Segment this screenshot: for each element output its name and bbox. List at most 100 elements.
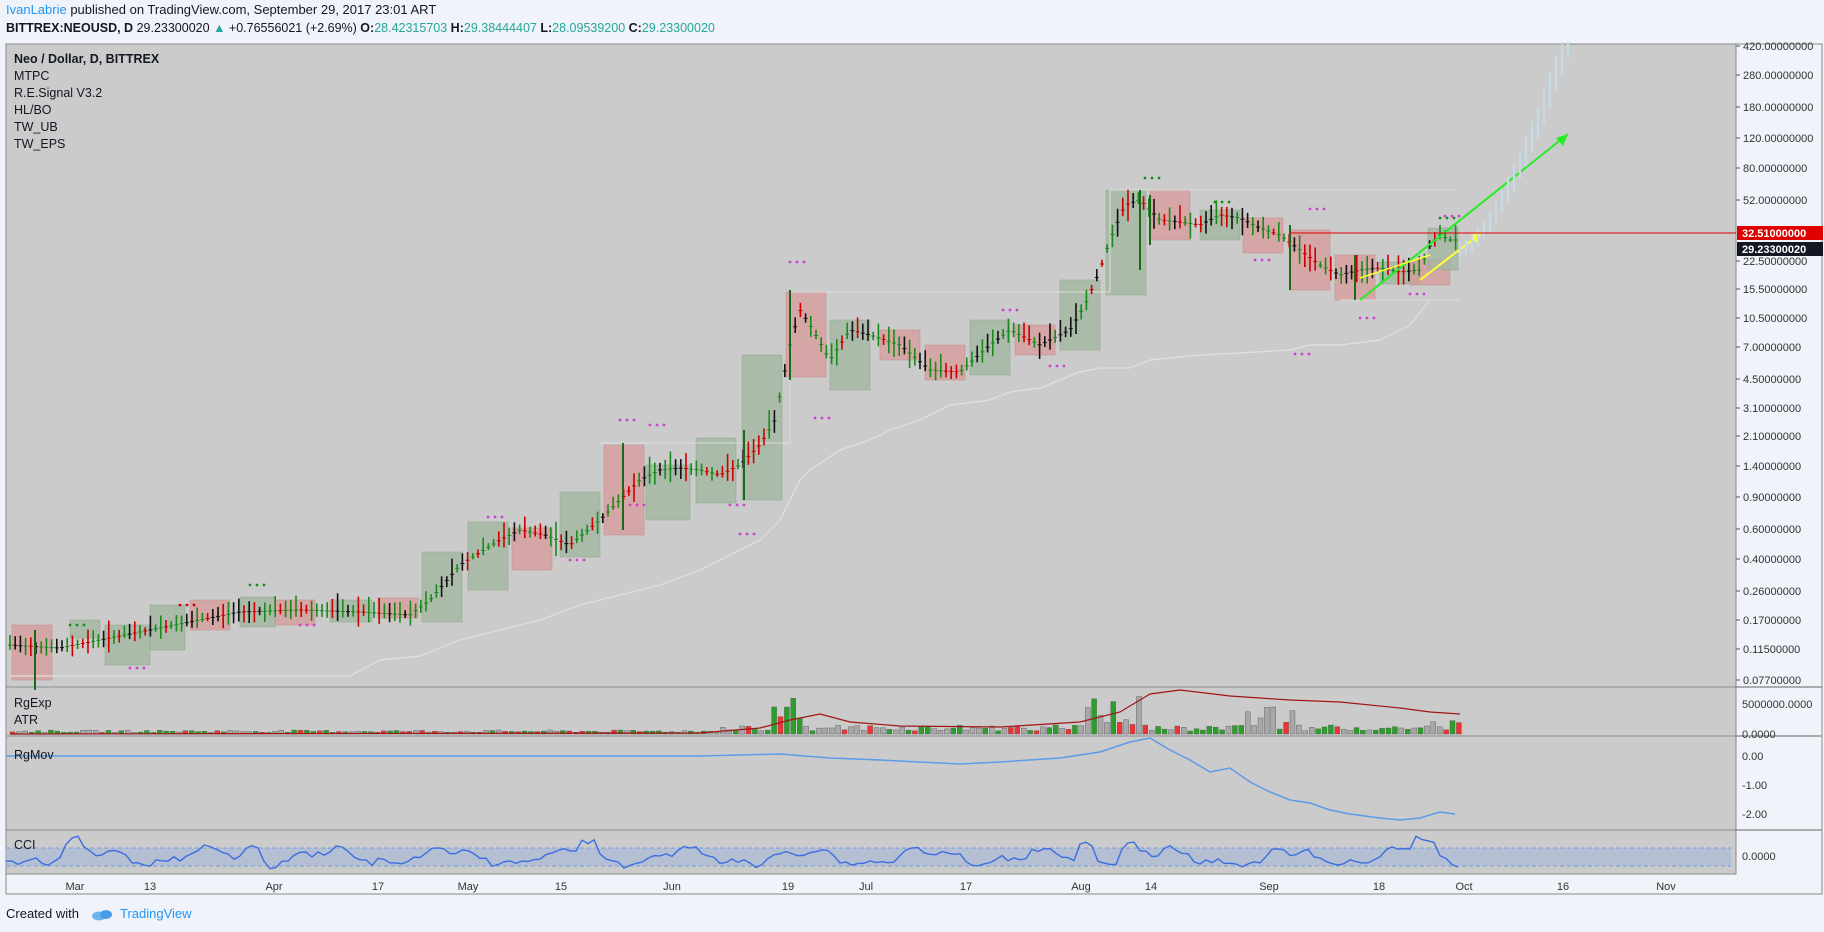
price-axis-label: 80.00000000 xyxy=(1743,163,1807,175)
volume-bar xyxy=(1289,710,1296,735)
volume-bar xyxy=(1449,720,1456,735)
indicator-hlbo[interactable]: HL/BO xyxy=(14,103,52,117)
volume-bar xyxy=(1001,727,1008,735)
red-price-text: 32.51000000 xyxy=(1742,228,1806,240)
volume-bar xyxy=(1404,729,1411,735)
signal-dot xyxy=(305,623,309,627)
time-axis-label: Mar xyxy=(66,881,85,893)
time-axis-label: 14 xyxy=(1145,881,1157,893)
volume-bar xyxy=(1052,724,1059,735)
high-value: 29.38444407 xyxy=(463,21,537,35)
tradingview-logo-icon xyxy=(91,909,112,921)
signal-dot xyxy=(735,503,739,507)
volume-bar xyxy=(726,729,732,735)
volume-bar xyxy=(873,727,880,735)
up-triangle-icon: ▲ xyxy=(213,21,226,35)
signal-dot xyxy=(1372,316,1376,320)
rgmov-line xyxy=(6,737,1456,821)
volume-bar xyxy=(803,726,809,735)
volume-axis-5m: 5000000.0000 xyxy=(1742,699,1812,711)
volume-bar xyxy=(963,729,969,735)
range-box xyxy=(785,291,827,378)
price-pane[interactable] xyxy=(6,44,1736,686)
pane-label-rgmov[interactable]: RgMov xyxy=(14,748,54,762)
volume-bar xyxy=(937,730,944,735)
ticker-line: BITTREX:NEOUSD, D 29.23300020 ▲ +0.76556… xyxy=(6,20,715,36)
volume-bar xyxy=(1021,727,1027,735)
publish-info: published on TradingView.com, September … xyxy=(66,2,437,17)
volume-bar xyxy=(1232,725,1238,735)
volume-bar xyxy=(1116,722,1123,735)
volume-bar xyxy=(432,731,438,735)
volume-bar xyxy=(1296,724,1302,735)
time-axis[interactable] xyxy=(6,874,1736,894)
signal-dot xyxy=(1001,308,1005,312)
volume-bar xyxy=(822,727,828,735)
volume-bar xyxy=(899,726,905,735)
volume-bar xyxy=(1148,730,1155,735)
signal-dot xyxy=(1150,176,1154,180)
indicator-tw-ub[interactable]: TW_UB xyxy=(14,120,58,134)
volume-bar xyxy=(835,725,841,735)
chart-area[interactable]: 420.00000000 280.00000000 180.00000000 120.… xyxy=(0,42,1824,900)
time-axis-label: 15 xyxy=(555,881,567,893)
volume-bar xyxy=(1385,727,1392,735)
signal-dot xyxy=(752,532,756,536)
green-arrow-head xyxy=(1556,134,1568,146)
footer: Created with TradingView xyxy=(6,905,192,923)
signal-dot xyxy=(1220,200,1224,204)
signal-dot xyxy=(1322,207,1326,211)
author-link[interactable]: IvanLabrie xyxy=(6,2,67,17)
signal-dot xyxy=(1415,292,1419,296)
volume-bar xyxy=(1180,727,1187,735)
volume-bar xyxy=(1046,727,1053,735)
volume-bar xyxy=(841,729,848,735)
price-axis-label: 2.10000000 xyxy=(1743,431,1801,443)
signal-dot xyxy=(625,418,629,422)
price-axis-label: 4.50000000 xyxy=(1743,374,1801,386)
volume-bar xyxy=(1251,725,1257,735)
pane-label-cci[interactable]: CCI xyxy=(14,838,36,852)
signal-dot xyxy=(1015,308,1019,312)
volume-bar xyxy=(1436,726,1443,735)
price-axis-label: 0.26000000 xyxy=(1743,586,1801,598)
volume-bar xyxy=(1430,721,1437,735)
price-axis-label: 7.00000000 xyxy=(1743,342,1801,354)
indicator-resignal[interactable]: R.E.Signal V3.2 xyxy=(14,86,103,100)
signal-dot xyxy=(618,418,622,422)
volume-bar xyxy=(1155,726,1161,735)
indicator-tw-eps[interactable]: TW_EPS xyxy=(14,137,66,151)
tradingview-link[interactable]: TradingView xyxy=(120,906,192,921)
signal-dot xyxy=(1445,216,1449,220)
rgmov-pane[interactable] xyxy=(6,737,1736,829)
price-axis-label: 180.00000000 xyxy=(1743,102,1813,114)
signal-dot xyxy=(1422,292,1426,296)
volume-bar xyxy=(733,730,739,735)
volume-bar xyxy=(1110,701,1117,735)
time-axis-label: Nov xyxy=(1656,881,1676,893)
volume-bar xyxy=(1353,727,1360,735)
signal-dot xyxy=(1048,364,1052,368)
volume-bar xyxy=(976,727,982,735)
volume-bar xyxy=(1443,729,1449,735)
signal-dot xyxy=(728,503,732,507)
volume-bar xyxy=(1372,729,1379,735)
indicator-mtpc[interactable]: MTPC xyxy=(14,69,50,83)
pane-label-atr[interactable]: ATR xyxy=(14,713,39,727)
volume-bar xyxy=(1212,726,1219,735)
signal-dot xyxy=(582,558,586,562)
pane-label-rgexp[interactable]: RgExp xyxy=(14,696,52,710)
symbol: BITTREX:NEOUSD, D xyxy=(6,21,134,35)
volume-bar xyxy=(521,730,528,735)
signal-dot xyxy=(1008,308,1012,312)
price-axis-label: 22.50000000 xyxy=(1743,256,1807,268)
signal-dot xyxy=(82,623,86,627)
volume-bar xyxy=(957,725,963,735)
volume-bar xyxy=(797,718,803,735)
volume-bar xyxy=(1308,727,1315,735)
signal-dot xyxy=(648,423,652,427)
volume-bar xyxy=(541,730,547,735)
price-axis-label: 1.40000000 xyxy=(1743,461,1801,473)
indicator-legend: Neo / Dollar, D, BITTREX MTPC R.E.Signal… xyxy=(14,51,159,153)
price-axis-labels: 420.00000000 280.00000000 180.00000000 120.… xyxy=(1736,42,1813,687)
